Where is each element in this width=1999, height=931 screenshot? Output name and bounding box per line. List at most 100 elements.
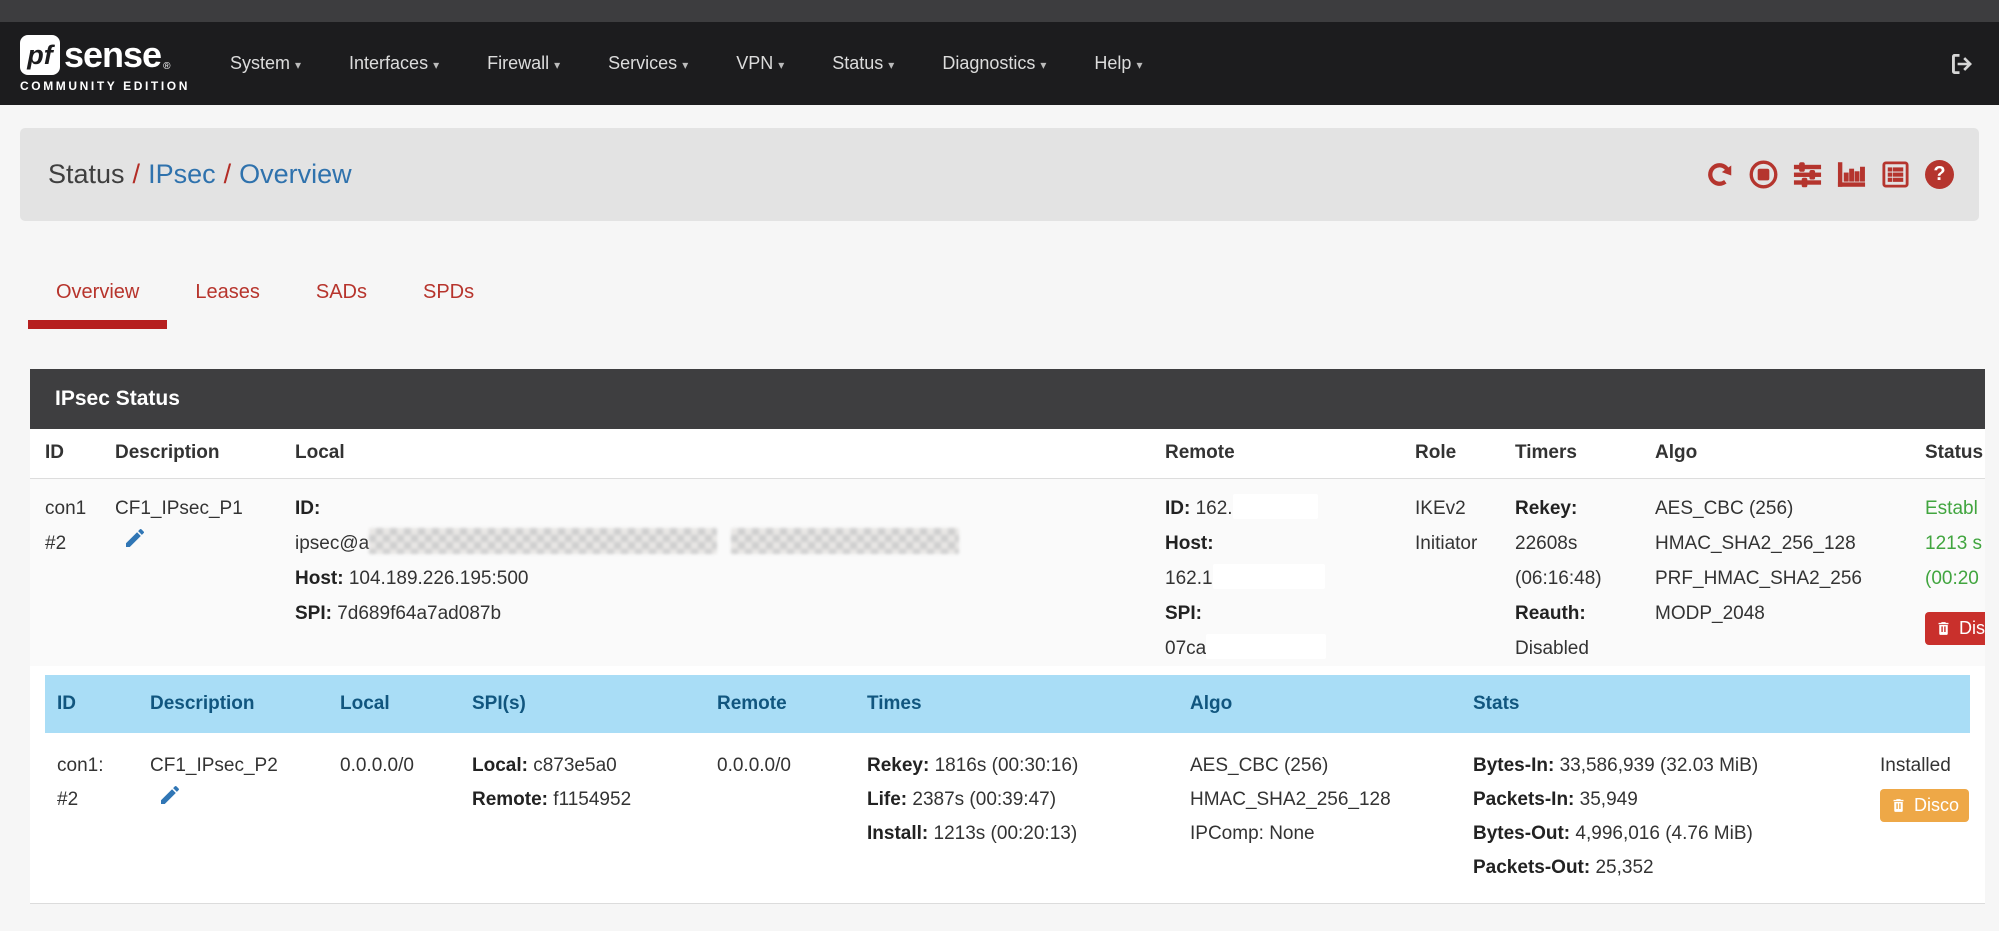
pf-logo-box: pf: [20, 35, 60, 75]
reauth-label: Reauth:: [1515, 602, 1586, 624]
child-sa-table: ID Description Local SPI(s) Remote Times…: [45, 674, 1970, 885]
local-id-value: ipsec@a: [295, 532, 370, 554]
breadcrumb-bar: Status / IPsec / Overview ?: [20, 128, 1979, 221]
breadcrumb-separator: /: [223, 159, 232, 189]
col-remote: Remote: [717, 674, 867, 733]
stop-icon[interactable]: [1748, 159, 1779, 190]
col-spis: SPI(s): [472, 674, 717, 733]
col-description: Description: [115, 429, 295, 479]
sense-logo-text: sense: [64, 34, 162, 75]
breadcrumb-separator: /: [132, 159, 141, 189]
algo-ipcomp: IPComp: None: [1190, 822, 1315, 844]
conn-id: con1: [45, 497, 87, 519]
nav-item-diagnostics[interactable]: Diagnostics ▾: [942, 53, 1046, 74]
window-titlebar: [0, 0, 1999, 22]
host-label: Host:: [295, 567, 344, 589]
bytes-out-value: 4,996,016 (4.76 MiB): [1575, 822, 1753, 844]
caret-down-icon: ▾: [554, 58, 561, 72]
breadcrumb-link-ipsec[interactable]: IPsec: [148, 159, 216, 189]
chart-bar-icon[interactable]: [1836, 159, 1867, 190]
remote-id-value: 162.: [1195, 497, 1233, 519]
caret-down-icon: ▾: [888, 58, 895, 72]
sign-out-icon[interactable]: [1947, 49, 1977, 79]
status-uptime: 1213 s: [1925, 532, 1983, 554]
disconnect-button[interactable]: Dis: [1925, 611, 1985, 645]
col-algo: Algo: [1190, 674, 1473, 733]
description-text: CF1_IPsec_P1: [115, 497, 243, 519]
caret-down-icon: ▾: [778, 58, 785, 72]
col-local: Local: [340, 674, 472, 733]
local-network: 0.0.0.0/0: [340, 754, 414, 776]
cell-status: Establ 1213 s (00:20 Dis: [1925, 478, 1985, 666]
nav-item-label: System: [229, 53, 290, 73]
page-action-icons: ?: [1704, 159, 1955, 190]
edit-pencil-icon[interactable]: [123, 526, 147, 550]
ipsec-tabs: Overview Leases SADs SPDs: [28, 267, 1999, 329]
bytes-in-value: 33,586,939 (32.03 MiB): [1559, 754, 1759, 776]
sliders-icon[interactable]: [1792, 159, 1823, 190]
algo-integrity: HMAC_SHA2_256_128: [1655, 532, 1856, 554]
rekey-time: (06:16:48): [1515, 567, 1602, 589]
bytes-in-label: Bytes-In:: [1473, 754, 1555, 776]
tab-sads[interactable]: SADs: [315, 281, 367, 303]
ike-sa-row: con1 #2 CF1_IPsec_P1 ID: ipsec@a Host: 1…: [30, 478, 1985, 666]
install-label: Install:: [867, 822, 929, 844]
help-icon[interactable]: ?: [1924, 159, 1955, 190]
pf-logo-text: pf: [27, 39, 53, 70]
cell-status: Installed Disco: [1880, 732, 1970, 885]
spi-label: SPI:: [1165, 602, 1202, 624]
nav-item-firewall[interactable]: Firewall ▾: [487, 53, 560, 74]
nav-item-label: Help: [1094, 53, 1132, 73]
cell-local: ID: ipsec@a Host: 104.189.226.195:500 SP…: [295, 478, 1165, 666]
reauth-value: Disabled: [1515, 637, 1589, 659]
host-label: Host:: [1165, 532, 1214, 554]
spi-remote-value: f1154952: [553, 788, 632, 810]
local-spi-value: 7d689f64a7ad087b: [337, 602, 502, 624]
cell-algo: AES_CBC (256) HMAC_SHA2_256_128 PRF_HMAC…: [1655, 478, 1925, 666]
nav-item-vpn[interactable]: VPN ▾: [736, 53, 784, 74]
install-value: 1213s (00:20:13): [933, 822, 1078, 844]
id-label: ID:: [295, 497, 321, 519]
refresh-icon[interactable]: [1704, 159, 1735, 190]
nav-item-interfaces[interactable]: Interfaces ▾: [349, 53, 439, 74]
cell-remote: 0.0.0.0/0: [717, 732, 867, 885]
col-role: Role: [1415, 429, 1515, 479]
tab-leases[interactable]: Leases: [195, 281, 260, 303]
col-algo: Algo: [1655, 429, 1925, 479]
nav-item-system[interactable]: System ▾: [230, 53, 301, 74]
cell-stats: Bytes-In: 33,586,939 (32.03 MiB) Packets…: [1473, 732, 1880, 885]
conn-id: con1:: [57, 754, 104, 776]
cell-spis: Local: c873e5a0 Remote: f1154952: [472, 732, 717, 885]
breadcrumb-link-overview[interactable]: Overview: [239, 159, 352, 189]
breadcrumb-root: Status: [48, 159, 125, 189]
disconnect-child-button[interactable]: Disco: [1880, 788, 1970, 822]
redacted-blur: [731, 528, 960, 555]
caret-down-icon: ▾: [433, 58, 440, 72]
status-established: Establ: [1925, 497, 1978, 519]
tab-spds[interactable]: SPDs: [422, 281, 475, 303]
caret-down-icon: ▾: [1136, 58, 1143, 72]
log-list-icon[interactable]: [1880, 159, 1911, 190]
ike-version: IKEv2: [1415, 497, 1466, 519]
col-id: ID: [30, 429, 115, 479]
edit-pencil-icon[interactable]: [158, 783, 182, 807]
child-sa-row: con1: #2 CF1_IPsec_P2 0.0.0.0/0 Local: c…: [45, 732, 1970, 885]
spi-remote-label: Remote:: [472, 788, 549, 810]
nav-item-help[interactable]: Help ▾: [1094, 53, 1142, 74]
pfsense-logo[interactable]: pf sense ® COMMUNITY EDITION: [20, 34, 190, 93]
algo-integrity: HMAC_SHA2_256_128: [1190, 788, 1391, 810]
col-timers: Timers: [1515, 429, 1655, 479]
nav-item-label: Services: [608, 53, 678, 73]
disconnect-label: Dis: [1959, 617, 1985, 638]
nav-item-status[interactable]: Status ▾: [832, 53, 894, 74]
nav-item-label: Firewall: [487, 53, 550, 73]
life-label: Life:: [867, 788, 908, 810]
algo-encryption: AES_CBC (256): [1655, 497, 1794, 519]
breadcrumb: Status / IPsec / Overview: [48, 159, 352, 190]
rekey-label: Rekey:: [1515, 497, 1578, 519]
tab-overview[interactable]: Overview: [28, 267, 168, 329]
col-remote: Remote: [1165, 429, 1415, 479]
top-navbar: pf sense ® COMMUNITY EDITION System ▾ Int…: [0, 22, 1999, 105]
nav-item-label: Interfaces: [349, 53, 429, 73]
nav-item-services[interactable]: Services ▾: [608, 53, 688, 74]
